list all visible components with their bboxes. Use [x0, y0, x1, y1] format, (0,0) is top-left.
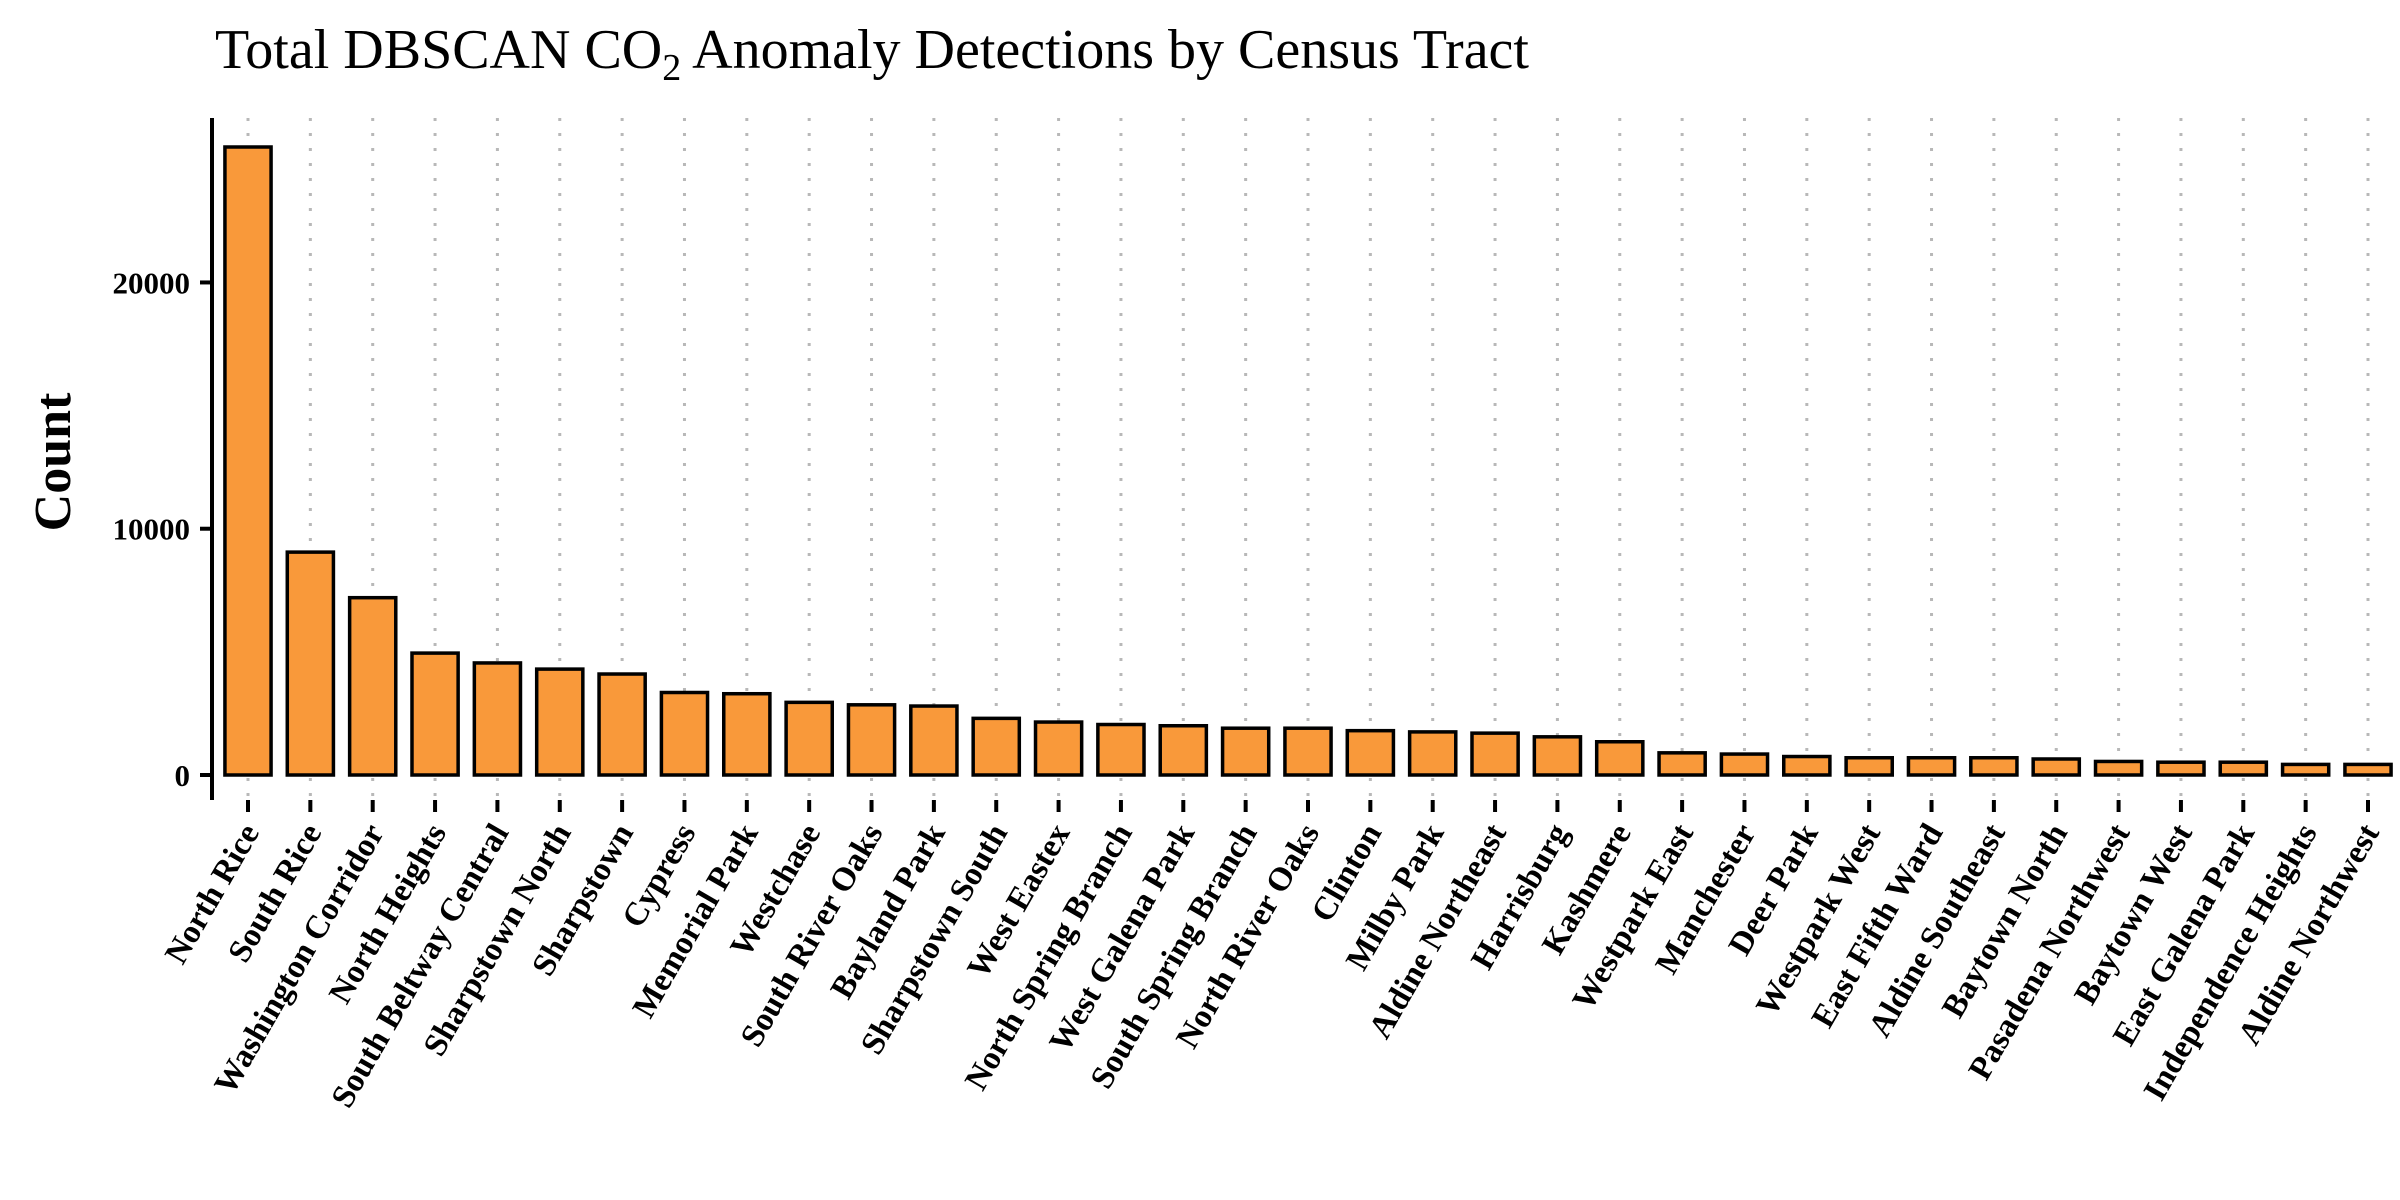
bar — [971, 716, 1022, 777]
bars — [223, 145, 2393, 777]
bar — [1657, 751, 1707, 777]
bar — [534, 667, 585, 777]
bar — [722, 691, 772, 777]
bar — [472, 661, 523, 777]
bar — [1345, 728, 1396, 777]
bar — [2156, 760, 2206, 777]
bar — [1470, 731, 1520, 777]
y-tick-label: 0 — [175, 758, 191, 793]
bar — [1532, 735, 1583, 777]
bar — [1283, 726, 1333, 777]
bar — [2093, 759, 2144, 777]
bar — [1719, 752, 1770, 777]
bar — [2343, 762, 2393, 777]
y-axis-ticks: 0 10000 20000 — [113, 265, 212, 793]
chart-title: Total DBSCAN CO2 Anomaly Detections by C… — [215, 19, 1529, 89]
bar — [2218, 760, 2269, 777]
bar — [846, 703, 897, 777]
bar — [1969, 756, 2019, 777]
bar — [223, 145, 273, 777]
title-suffix: Anomaly Detections by Census Tract — [681, 19, 1529, 81]
bar — [784, 700, 834, 777]
bar — [347, 595, 398, 777]
bar — [2280, 762, 2331, 777]
bar — [659, 690, 710, 777]
bar — [1782, 754, 1832, 777]
y-tick-label: 10000 — [113, 512, 191, 547]
bar — [2031, 757, 2082, 777]
title-main: Total DBSCAN CO — [215, 19, 662, 81]
bar — [1844, 756, 1894, 777]
bar — [1096, 722, 1146, 777]
bar — [1158, 723, 1209, 777]
y-axis-label: Count — [25, 392, 82, 531]
bar — [1220, 726, 1271, 777]
bar — [597, 672, 647, 777]
y-tick-label: 20000 — [113, 265, 191, 300]
bar — [1407, 730, 1458, 777]
bar — [285, 550, 336, 777]
title-subscript: 2 — [662, 47, 681, 89]
bar — [410, 651, 460, 777]
bar — [1033, 720, 1084, 777]
bar — [1594, 740, 1645, 777]
bar — [1906, 756, 1957, 777]
bar — [909, 704, 959, 777]
